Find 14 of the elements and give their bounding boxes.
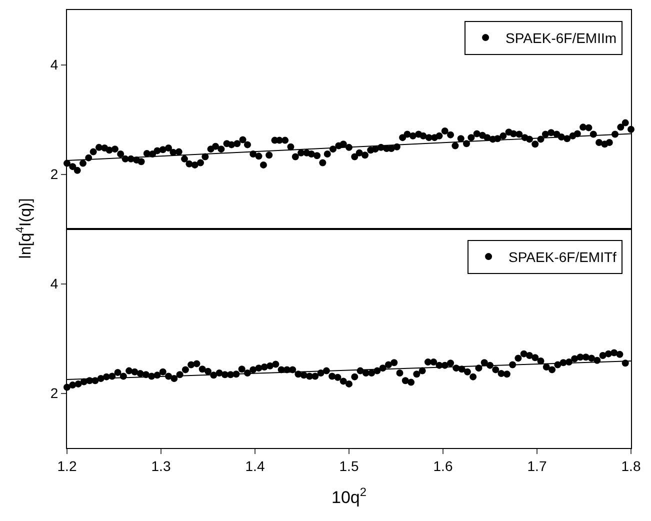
x-tick-label: 1.5 — [339, 458, 359, 474]
legend-label: SPAEK-6F/EMITf — [508, 249, 617, 266]
x-tick-label: 1.8 — [621, 458, 641, 474]
y-tick-label: 2 — [50, 166, 58, 182]
x-tick-label: 1.6 — [433, 458, 453, 474]
x-tick-label: 1.3 — [151, 458, 171, 474]
legend-label: SPAEK-6F/EMIIm — [506, 30, 617, 46]
y-tick-label: 4 — [50, 56, 58, 73]
x-axis-title: 10q$^{2}$ — [332, 485, 367, 508]
y-tick-label: 2 — [50, 385, 58, 402]
x-tick-label: 1.2 — [57, 458, 77, 474]
x-tick-label: 1.7 — [527, 458, 547, 474]
x-tick-label: 1.4 — [245, 458, 265, 474]
y-tick-label: 4 — [50, 276, 58, 292]
